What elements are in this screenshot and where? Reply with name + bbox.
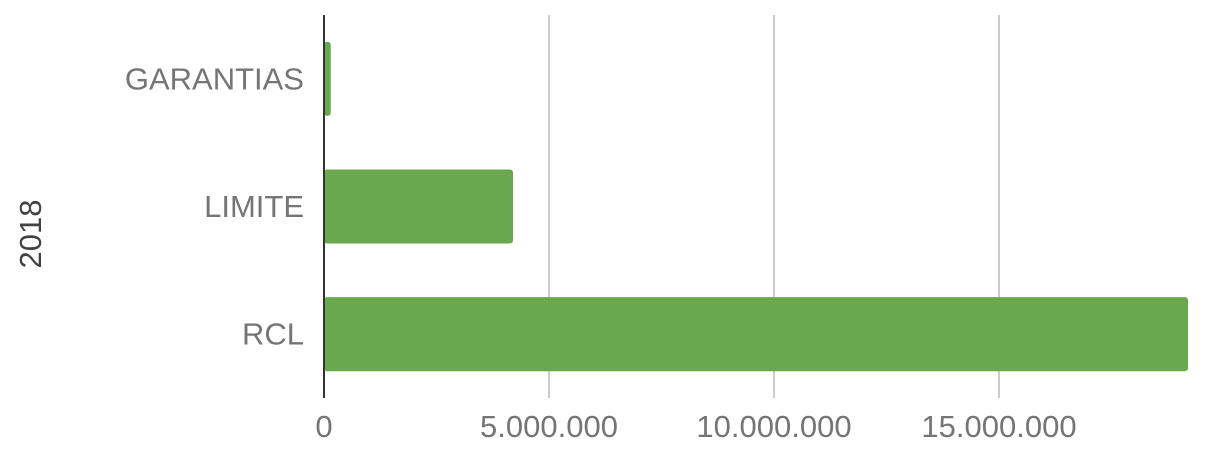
bar-garantias <box>324 41 331 116</box>
bars <box>324 41 1188 372</box>
x-axis-tick-labels: 0 5.000.000 10.000.000 15.000.000 <box>315 409 1076 444</box>
x-tick-label: 10.000.000 <box>696 409 851 444</box>
x-tick-label: 15.000.000 <box>921 409 1076 444</box>
category-label-limite: LIMITE <box>204 189 304 224</box>
y-axis-label: 2018 <box>13 200 48 269</box>
x-tick-label: 0 <box>315 409 332 444</box>
category-labels: GARANTIAS LIMITE RCL <box>125 61 304 351</box>
x-tick-label: 5.000.000 <box>480 409 618 444</box>
bar-rcl <box>324 297 1188 372</box>
bar-limite <box>324 169 513 244</box>
category-label-rcl: RCL <box>242 317 304 352</box>
category-label-garantias: GARANTIAS <box>125 61 304 96</box>
